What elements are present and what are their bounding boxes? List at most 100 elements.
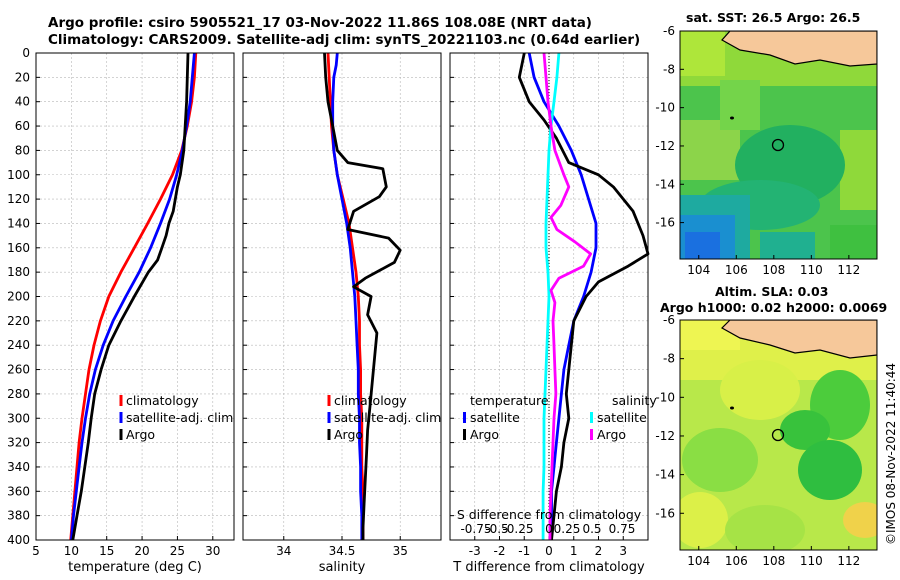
map-x-tick-label: 108	[762, 554, 785, 568]
map-y-tick-label: -6	[663, 24, 675, 38]
profile-panel-3: -3 -2 -1 0 1 2 3 T difference from climatology t…	[449, 52, 657, 575]
legend-label: Argo	[334, 427, 363, 442]
y-tick-label: 240	[7, 338, 30, 352]
secondary-x-tick-label: 0.75	[609, 522, 636, 536]
secondary-x-label: S difference from climatology	[457, 507, 642, 522]
y-tick-label: 400	[7, 533, 30, 547]
secondary-x-tick-label: -0.75	[460, 522, 491, 536]
sla-map: 104 106 108 110 112 -6 -8 -10 -12 -14 -16	[655, 313, 878, 568]
legend-label: satellite-adj. clim	[334, 410, 441, 425]
x-axis-label: temperature (deg C)	[68, 560, 202, 575]
sla-map-title-line-1: Altim. SLA: 0.03	[715, 284, 829, 299]
series-argo	[323, 52, 402, 540]
y-tick-label: 360	[7, 484, 30, 498]
legend-swatch	[327, 412, 331, 423]
map-y-tick-label: -16	[655, 506, 675, 520]
sla-map-title-line-2: Argo h1000: 0.02 h2000: 0.0069	[660, 300, 888, 315]
secondary-x-tick-label: 0.5	[582, 522, 601, 536]
series-satellite-adj-clim	[331, 52, 364, 540]
legend-swatch	[327, 395, 331, 406]
map-y-tick-label: -14	[655, 177, 675, 191]
sla-map-field	[680, 320, 877, 550]
y-tick-label: 220	[7, 314, 30, 328]
series-temperature-argo	[517, 52, 650, 541]
y-tick-label: 340	[7, 460, 30, 474]
title-line-2: Climatology: CARS2009. Satellite-adj cli…	[48, 32, 641, 48]
legend-heading: temperature	[470, 393, 549, 408]
map-x-tick-label: 104	[687, 263, 710, 277]
x-axis-label: T difference from climatology	[452, 560, 645, 575]
sst-float-marker	[771, 138, 785, 152]
x-tick-label: -3	[469, 544, 481, 558]
map-y-tick-label: -6	[663, 313, 675, 327]
sla-float-marker	[771, 428, 785, 442]
x-tick-label: 15	[99, 544, 114, 558]
secondary-x-tick-label: -0.5	[485, 522, 508, 536]
y-tick-label: 80	[15, 143, 30, 157]
map-y-tick-label: -12	[655, 429, 675, 443]
y-tick-label: 320	[7, 436, 30, 450]
map-y-tick-label: -10	[655, 101, 675, 115]
y-tick-label: 380	[7, 509, 30, 523]
x-tick-label: -1	[518, 544, 530, 558]
sst-map: 104 106 108 110 112 -6 -8 -10 -12 -14 -16	[655, 24, 878, 277]
x-tick-label: 34.5	[329, 544, 356, 558]
series-salinity-argo	[542, 52, 592, 540]
x-tick-label: 10	[64, 544, 79, 558]
y-tick-label: 0	[22, 46, 30, 60]
x-axis-label: salinity	[319, 560, 366, 575]
x-tick-label: 2	[595, 544, 603, 558]
map-y-tick-label: -10	[655, 390, 675, 404]
x-tick-label: 30	[205, 544, 220, 558]
secondary-x-tick-label: -0.25	[502, 522, 533, 536]
x-tick-label: -2	[494, 544, 506, 558]
x-tick-label: 0	[545, 544, 553, 558]
sst-map-field	[680, 31, 877, 259]
y-tick-label: 100	[7, 168, 30, 182]
legend-label: climatology	[126, 393, 199, 408]
panel-frame	[449, 52, 649, 541]
legend-swatch	[119, 412, 123, 423]
x-tick-label: 35	[393, 544, 408, 558]
legend-label: Argo	[126, 427, 155, 442]
y-tick-label: 20	[15, 70, 30, 84]
y-tick-label: 60	[15, 119, 30, 133]
profile-panel-2: 34 34.5 35 salinity climatology satellite-adj…	[242, 52, 442, 575]
legend-swatch	[590, 429, 593, 440]
map-x-tick-label: 108	[762, 263, 785, 277]
y-tick-label: 280	[7, 387, 30, 401]
legend-swatch	[590, 412, 593, 423]
y-tick-label: 140	[7, 216, 30, 230]
series-salinity-satellite	[541, 52, 561, 540]
legend-label: satellite-adj. clim	[126, 410, 233, 425]
map-x-tick-label: 104	[687, 554, 710, 568]
map-x-tick-label: 110	[800, 554, 823, 568]
y-tick-label: 180	[7, 265, 30, 279]
map-x-tick-label: 106	[725, 263, 748, 277]
legend-swatch	[327, 429, 331, 440]
map-x-tick-label: 106	[725, 554, 748, 568]
y-tick-label: 40	[15, 95, 30, 109]
legend-swatch	[463, 412, 466, 423]
secondary-x-tick-label: 0.25	[554, 522, 581, 536]
legend-heading: salinity	[612, 393, 657, 408]
map-y-tick-label: -8	[663, 352, 675, 366]
x-tick-label: 1	[570, 544, 578, 558]
y-tick-label: 260	[7, 363, 30, 377]
legend-swatch	[463, 429, 466, 440]
legend-label: Argo	[597, 427, 626, 442]
secondary-x-tick-label: 0	[545, 522, 553, 536]
x-tick-label: 20	[134, 544, 149, 558]
legend-label: climatology	[334, 393, 407, 408]
y-tick-label: 200	[7, 290, 30, 304]
y-tick-label: 120	[7, 192, 30, 206]
y-tick-label: 160	[7, 241, 30, 255]
legend-label: satellite	[470, 410, 520, 425]
map-x-tick-label: 112	[837, 263, 860, 277]
series-argo	[71, 52, 190, 541]
legend-label: Argo	[470, 427, 499, 442]
map-y-tick-label: -14	[655, 468, 675, 482]
map-x-tick-label: 110	[800, 263, 823, 277]
